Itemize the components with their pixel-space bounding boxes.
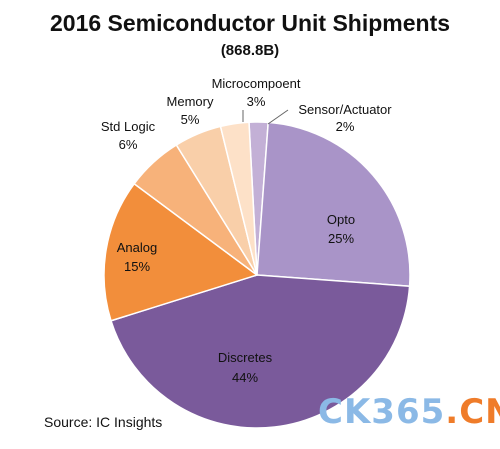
- watermark-logo: CK365.CN: [318, 392, 500, 432]
- watermark-part1: CK365: [318, 392, 446, 432]
- leader-line-sensor-actuator: [267, 109, 289, 125]
- pie-slice-microcompoent: [219, 121, 258, 276]
- slice-percent-std-logic: 6%: [119, 137, 138, 152]
- chart-subtitle: (868.8B): [220, 42, 280, 59]
- slice-label-discretes: Discretes: [218, 350, 273, 365]
- slice-label-analog: Analog: [117, 240, 157, 255]
- source-note: Source: IC Insights: [44, 414, 163, 430]
- pie-slice-discretes: [110, 274, 411, 429]
- slice-percent-sensor-actuator: 2%: [336, 119, 355, 134]
- chart-title: 2016 Semiconductor Unit Shipments: [49, 10, 451, 36]
- slice-percent-discretes: 44%: [232, 370, 258, 385]
- slice-label-std-logic: Std Logic: [101, 119, 156, 134]
- pie-slice-opto: [256, 121, 411, 288]
- pie-slice-analog: [103, 182, 259, 322]
- slice-percent-opto: 25%: [328, 231, 354, 246]
- slice-percent-analog: 15%: [124, 259, 150, 274]
- slice-label-microcompoent: Microcompoent: [212, 76, 301, 91]
- watermark-part2: .CN: [445, 392, 500, 432]
- slice-percent-memory: 5%: [181, 112, 200, 127]
- slice-label-opto: Opto: [327, 212, 355, 227]
- slice-label-memory: Memory: [167, 94, 214, 109]
- slice-label-sensor-actuator: Sensor/Actuator: [298, 102, 392, 117]
- slice-percent-microcompoent: 3%: [247, 94, 266, 109]
